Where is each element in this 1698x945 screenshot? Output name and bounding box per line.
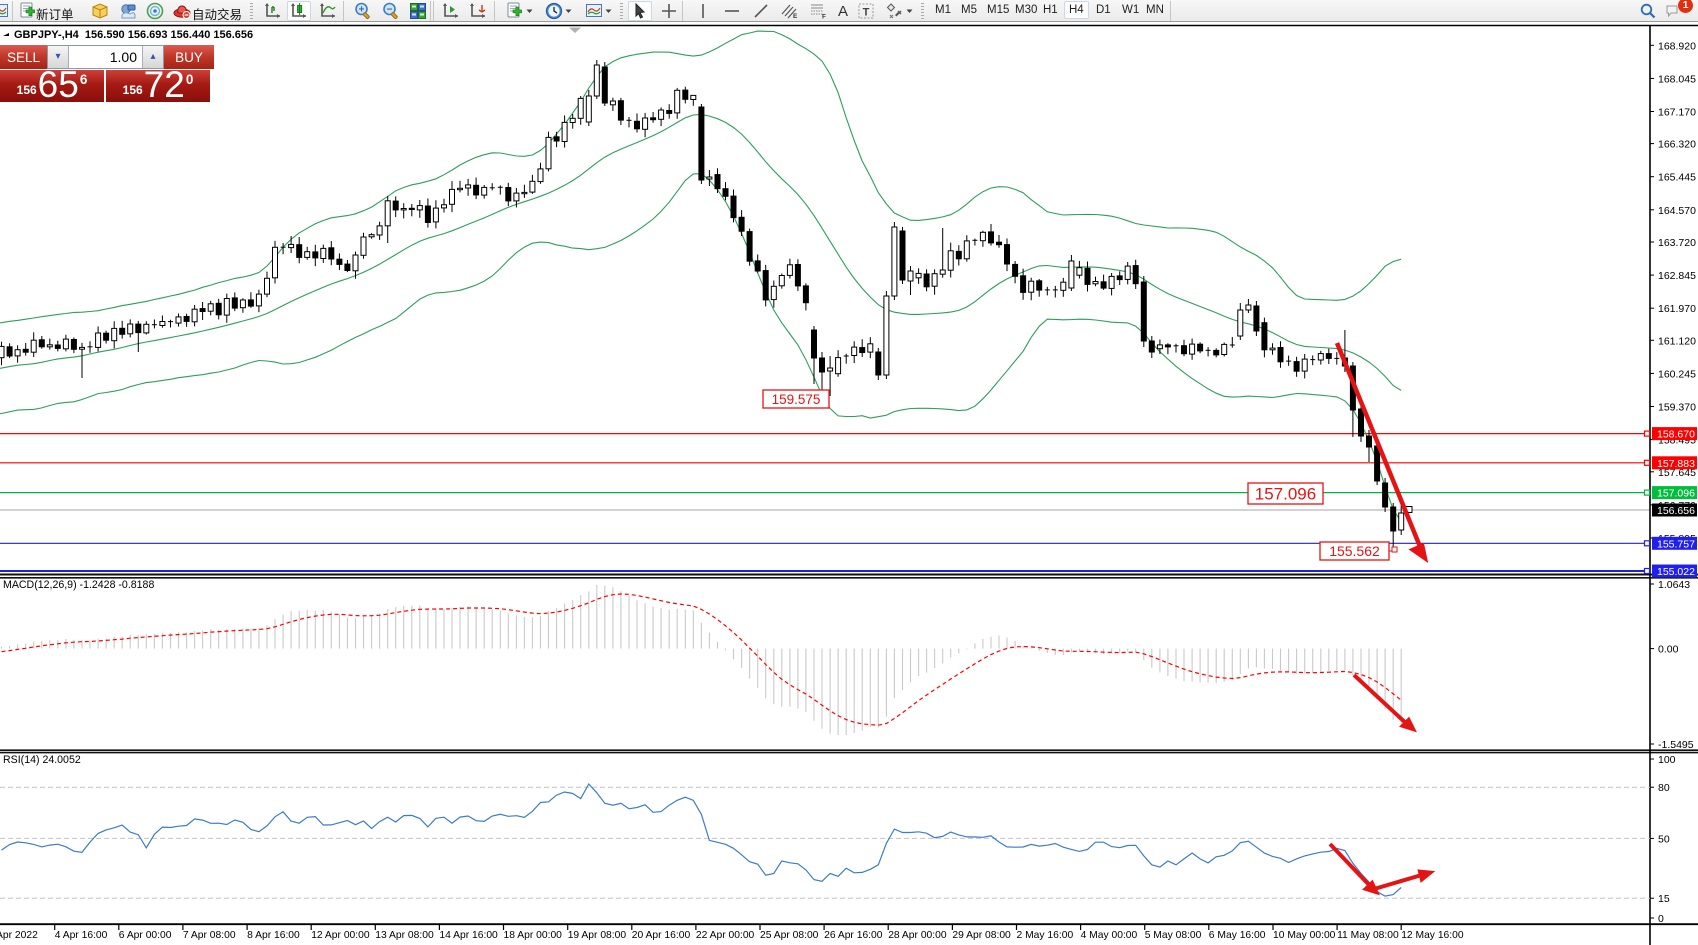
svg-text:E: E — [793, 13, 798, 20]
svg-text:0: 0 — [1658, 913, 1664, 925]
svg-text:50: 50 — [1658, 833, 1670, 845]
svg-text:158.670: 158.670 — [1657, 429, 1695, 441]
svg-text:28 Apr 00:00: 28 Apr 00:00 — [888, 930, 947, 941]
svg-text:1.0643: 1.0643 — [1658, 579, 1690, 591]
svg-text:157.883: 157.883 — [1657, 458, 1695, 470]
svg-text:6 May 16:00: 6 May 16:00 — [1209, 930, 1266, 941]
svg-text:157.096: 157.096 — [1657, 488, 1695, 500]
svg-text:156.656: 156.656 — [1657, 505, 1695, 517]
svg-text:T: T — [863, 7, 870, 19]
svg-text:12 May 16:00: 12 May 16:00 — [1401, 930, 1464, 941]
svg-text:165.445: 165.445 — [1658, 172, 1696, 184]
svg-text:MACD(12,26,9) -1.2428 -0.8188: MACD(12,26,9) -1.2428 -0.8188 — [3, 579, 154, 591]
svg-text:14 Apr 16:00: 14 Apr 16:00 — [439, 930, 498, 941]
svg-text:GBPJPY-,H4 156.590 156.693 15: GBPJPY-,H4 156.590 156.693 156.440 156.6… — [14, 29, 253, 41]
svg-text:10 May 00:00: 10 May 00:00 — [1273, 930, 1336, 941]
svg-text:RSI(14) 24.0052: RSI(14) 24.0052 — [3, 754, 81, 766]
svg-text:161.970: 161.970 — [1658, 303, 1696, 315]
svg-text:155.562: 155.562 — [1329, 543, 1380, 559]
svg-text:12 Apr 00:00: 12 Apr 00:00 — [311, 930, 370, 941]
svg-text:0.00: 0.00 — [1658, 644, 1679, 656]
svg-text:11 May 08:00: 11 May 08:00 — [1337, 930, 1399, 941]
svg-text:168.920: 168.920 — [1658, 40, 1696, 52]
svg-text:15: 15 — [1658, 893, 1670, 905]
svg-text:29 Apr 08:00: 29 Apr 08:00 — [952, 930, 1011, 941]
svg-text:167.170: 167.170 — [1658, 107, 1696, 119]
svg-text:A: A — [838, 3, 848, 20]
svg-text:−: − — [387, 5, 393, 16]
svg-text:22 Apr 00:00: 22 Apr 00:00 — [696, 930, 755, 941]
svg-text:F: F — [822, 14, 826, 21]
svg-text:160.245: 160.245 — [1658, 368, 1696, 380]
svg-text:163.720: 163.720 — [1658, 237, 1696, 249]
svg-text:159.575: 159.575 — [772, 392, 821, 407]
svg-text:4 May 00:00: 4 May 00:00 — [1081, 930, 1138, 941]
svg-text:166.320: 166.320 — [1658, 139, 1696, 151]
svg-text:25 Apr 08:00: 25 Apr 08:00 — [760, 930, 819, 941]
svg-text:7 Apr 08:00: 7 Apr 08:00 — [183, 930, 236, 941]
svg-text:157.645: 157.645 — [1658, 467, 1696, 479]
svg-text:4 Apr 16:00: 4 Apr 16:00 — [55, 930, 108, 941]
svg-text:2 May 16:00: 2 May 16:00 — [1017, 930, 1074, 941]
svg-text:1 Apr 2022: 1 Apr 2022 — [0, 930, 38, 941]
svg-text:19 Apr 08:00: 19 Apr 08:00 — [568, 930, 627, 941]
svg-text:26 Apr 16:00: 26 Apr 16:00 — [824, 930, 883, 941]
svg-text:6 Apr 00:00: 6 Apr 00:00 — [119, 930, 172, 941]
svg-text:157.096: 157.096 — [1255, 485, 1316, 504]
svg-text:161.120: 161.120 — [1658, 335, 1696, 347]
svg-text:100: 100 — [1658, 754, 1676, 766]
svg-text:168.045: 168.045 — [1658, 73, 1696, 85]
svg-text:164.570: 164.570 — [1658, 205, 1696, 217]
svg-text:-1.5495: -1.5495 — [1658, 739, 1694, 751]
svg-text:20 Apr 16:00: 20 Apr 16:00 — [632, 930, 691, 941]
svg-text:18 Apr 00:00: 18 Apr 00:00 — [504, 930, 563, 941]
svg-text:162.845: 162.845 — [1658, 270, 1696, 282]
svg-text:+: + — [359, 5, 365, 16]
svg-text:5 May 08:00: 5 May 08:00 — [1145, 930, 1202, 941]
svg-text:155.022: 155.022 — [1657, 566, 1695, 578]
svg-text:159.370: 159.370 — [1658, 402, 1696, 414]
svg-text:155.757: 155.757 — [1657, 538, 1695, 550]
svg-text:80: 80 — [1658, 782, 1670, 794]
svg-text:8 Apr 16:00: 8 Apr 16:00 — [247, 930, 300, 941]
svg-text:13 Apr 08:00: 13 Apr 08:00 — [375, 930, 434, 941]
